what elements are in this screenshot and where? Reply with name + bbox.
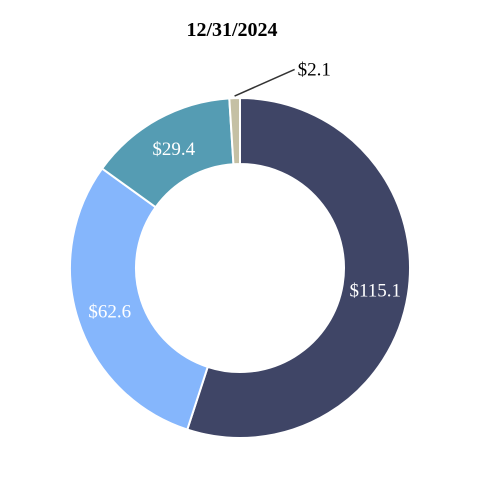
leader-line-3 [234,68,295,97]
slice-labels: $115.1 $62.6 $29.4 $2.1 [88,59,401,322]
slice-3 [228,96,241,166]
slice-0 [186,96,412,439]
slice-label-0: $115.1 [350,281,402,302]
slice-label-2: $29.4 [152,139,195,160]
slice-1 [69,167,210,431]
slice-label-3: $2.1 [298,59,331,80]
donut-slices [69,96,412,439]
chart-title: 12/31/2024 [186,19,277,41]
slice-label-1: $62.6 [88,301,131,322]
